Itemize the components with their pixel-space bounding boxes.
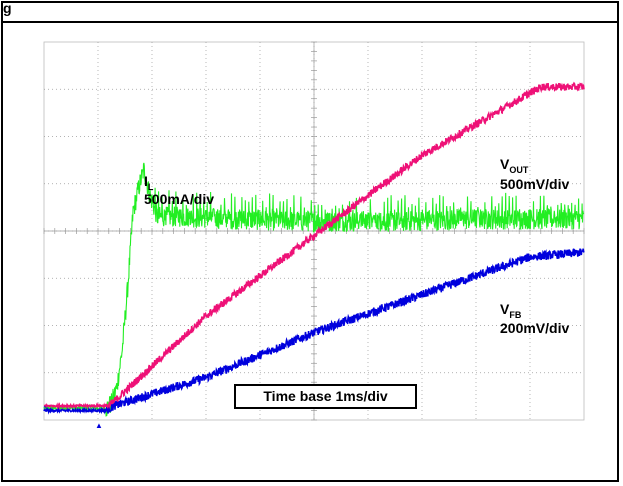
time-base-label: Time base 1ms/div <box>234 384 417 409</box>
trigger-marker: ▲ <box>95 421 103 430</box>
series-name-vfb: V <box>500 301 510 317</box>
traces <box>43 81 585 417</box>
series-sub-vfb: FB <box>509 309 522 320</box>
trace-v-out <box>43 81 585 410</box>
series-label-vout: VOUT <box>500 156 528 175</box>
header-glyph: g <box>3 0 12 16</box>
series-label-il: IL <box>144 173 153 192</box>
frame-divider <box>1 21 619 23</box>
series-label-vfb: VFB <box>500 301 521 320</box>
series-name-vout: V <box>500 156 510 172</box>
trace-i-l <box>43 162 585 417</box>
series-sub-vout: OUT <box>509 164 529 175</box>
series-scale-vout: 500mV/div <box>500 176 570 192</box>
series-scale-il: 500mA/div <box>144 191 215 207</box>
channel-ref-marker: 1 <box>43 406 47 413</box>
series-sub-il: L <box>147 181 154 192</box>
series-scale-vfb: 200mV/div <box>500 320 570 336</box>
trace-v-fb <box>43 248 585 415</box>
series-name-il: I <box>144 173 148 189</box>
